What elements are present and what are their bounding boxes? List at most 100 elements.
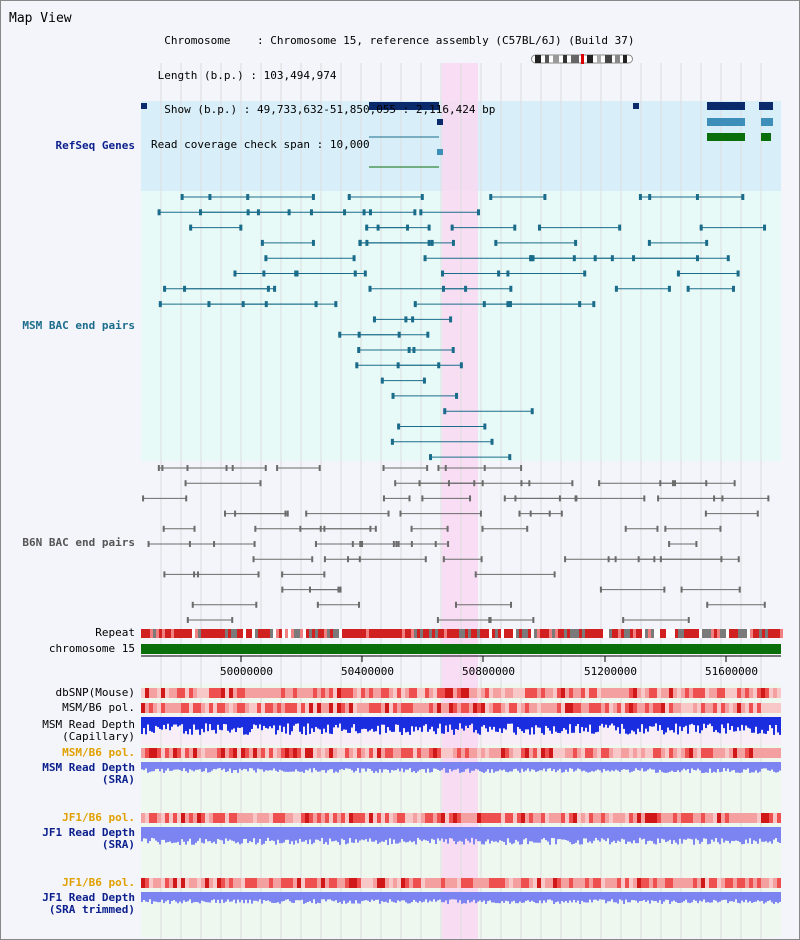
polymorphism-cell	[309, 878, 313, 888]
capillary-depth-bar	[285, 717, 287, 734]
jf1-sra-depth-bar	[597, 827, 599, 841]
chromosome-ideogram[interactable]	[531, 54, 633, 64]
polymorphism-cell	[325, 703, 329, 713]
jf1-trim-depth-bar	[339, 892, 341, 903]
polymorphism-cell	[713, 748, 717, 758]
msm-bac-end	[490, 438, 494, 445]
repeat-element	[396, 629, 399, 638]
capillary-depth-bar	[577, 717, 579, 724]
polymorphism-cell	[585, 748, 589, 758]
gene-feature	[369, 102, 439, 110]
b6n-bac-end	[756, 510, 759, 517]
jf1-trim-depth-bar	[417, 892, 419, 903]
track-label-jf1-depth-trim[interactable]: JF1 Read Depth (SRA trimmed)	[42, 892, 135, 916]
polymorphism-cell	[701, 878, 705, 888]
length-label: Length (b.p.)	[157, 68, 244, 82]
track-label-b6n-bac[interactable]: B6N BAC end pairs	[22, 536, 135, 549]
jf1-trim-depth-bar	[187, 892, 189, 902]
track-label-repeat[interactable]: Repeat	[95, 626, 135, 639]
msm-sra-depth-bar	[451, 762, 453, 772]
capillary-depth-bar	[141, 717, 143, 734]
capillary-depth-bar	[445, 717, 447, 726]
capillary-depth-bar	[377, 717, 379, 726]
polymorphism-cell	[737, 748, 741, 758]
polymorphism-cell	[389, 748, 393, 758]
jf1-sra-depth-bar	[609, 827, 611, 845]
polymorphism-cell	[601, 703, 605, 713]
jf1-sra-depth-bar	[465, 827, 467, 839]
b6n-bac-end	[305, 510, 308, 517]
track-label-msm-b6-pol-1[interactable]: MSM/B6 pol.	[62, 701, 135, 714]
msm-bac-end	[583, 270, 587, 277]
jf1-trim-depth-bar	[159, 892, 161, 903]
jf1-trim-depth-bar	[229, 892, 231, 902]
msm-sra-depth-bar	[303, 762, 305, 773]
track-label-msm-depth-cap[interactable]: MSM Read Depth (Capillary)	[42, 719, 135, 743]
track-label-msm-b6-pol-2[interactable]: MSM/B6 pol.	[62, 746, 135, 759]
msm-bac-end	[451, 347, 455, 353]
track-label-jf1-b6-pol-1[interactable]: JF1/B6 pol.	[62, 811, 135, 824]
axis-tick-label: 51200000	[584, 665, 637, 678]
msm-sra-depth-bar	[583, 762, 585, 771]
polymorphism-cell	[389, 813, 393, 823]
repeat-element	[459, 629, 462, 638]
jf1-trim-depth-bar	[217, 892, 219, 900]
msm-bac-end	[437, 362, 441, 369]
track-label-msm-bac[interactable]: MSM BAC end pairs	[22, 319, 135, 332]
polymorphism-cell	[701, 748, 705, 758]
jf1-sra-depth-bar	[333, 827, 335, 842]
polymorphism-cell	[717, 878, 721, 888]
msm-sra-depth-bar	[671, 762, 673, 771]
msm-sra-depth-bar	[565, 762, 567, 770]
repeat-element	[450, 629, 453, 638]
polymorphism-cell	[341, 703, 345, 713]
track-label-jf1-depth-sra[interactable]: JF1 Read Depth (SRA)	[42, 827, 135, 851]
capillary-depth-bar	[255, 717, 257, 726]
track-label-dbsnp[interactable]: dbSNP(Mouse)	[55, 686, 135, 699]
capillary-depth-bar	[275, 717, 277, 735]
polymorphism-cell	[357, 878, 361, 888]
jf1-sra-depth-bar	[287, 827, 289, 840]
polymorphism-cell	[369, 813, 373, 823]
capillary-depth-bar	[215, 717, 217, 734]
polymorphism-cell	[333, 813, 337, 823]
msm-bac-end	[311, 239, 315, 246]
polymorphism-cell	[261, 703, 265, 713]
polymorphism-cell	[185, 813, 189, 823]
track-label-jf1-b6-pol-2[interactable]: JF1/B6 pol.	[62, 876, 135, 889]
repeat-element	[702, 629, 705, 638]
b6n-bac-end	[337, 586, 340, 593]
polymorphism-cell	[437, 748, 441, 758]
msm-sra-depth-bar	[415, 762, 417, 773]
polymorphism-cell	[545, 688, 549, 698]
jf1-trim-depth-bar	[537, 892, 539, 904]
jf1-trim-depth-bar	[325, 892, 327, 902]
jf1-sra-depth-bar	[777, 827, 779, 842]
msm-sra-depth-bar	[555, 762, 557, 773]
polymorphism-cell	[537, 703, 541, 713]
jf1-trim-depth-bar	[419, 892, 421, 902]
repeat-element	[189, 629, 192, 638]
capillary-depth-bar	[263, 717, 265, 726]
polymorphism-cell	[441, 688, 445, 698]
track-label-chromosome[interactable]: chromosome 15	[48, 642, 135, 655]
msm-bac-end	[368, 209, 372, 216]
polymorphism-cell	[693, 688, 697, 698]
polymorphism-cell	[541, 813, 545, 823]
track-label-msm-depth-sra[interactable]: MSM Read Depth (SRA)	[42, 762, 135, 786]
jf1-trim-depth-bar	[249, 892, 251, 900]
capillary-depth-bar	[617, 717, 619, 728]
polymorphism-cell	[661, 813, 665, 823]
msm-sra-depth-bar	[567, 762, 569, 772]
polymorphism-cell	[273, 703, 277, 713]
msm-sra-depth-bar	[375, 762, 377, 772]
polymorphism-cell	[189, 748, 193, 758]
repeat-element	[390, 629, 393, 638]
jf1-trim-depth-bar	[323, 892, 325, 900]
capillary-depth-bar	[347, 717, 349, 733]
msm-bac-end	[592, 301, 596, 308]
track-label-refseq[interactable]: RefSeq Genes	[55, 139, 135, 152]
msm-bac-end	[638, 194, 642, 200]
